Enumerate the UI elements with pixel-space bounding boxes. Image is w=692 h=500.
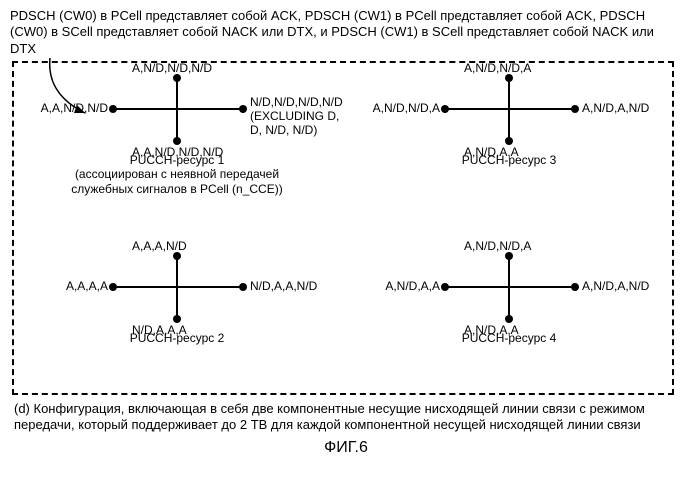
- constellation-pucch2: A,A,A,N/D N/D,A,A,A A,A,A,A N/D,A,A,N/D …: [22, 245, 332, 345]
- axis-v: [508, 77, 510, 141]
- axis-v: [176, 77, 178, 141]
- label-bottom: A,N/D,A,A: [464, 323, 519, 337]
- point-left: [109, 283, 117, 291]
- dashed-container: A,N/D,N/D,N/D A,A,N/D,N/D,N/D A,A,N/D,N/…: [12, 61, 674, 395]
- point-top: [173, 74, 181, 82]
- point-left: [441, 283, 449, 291]
- label-right: N/D,A,A,N/D: [250, 279, 317, 293]
- constellation-diagram: A,A,A,N/D N/D,A,A,A A,A,A,A N/D,A,A,N/D: [22, 245, 332, 329]
- label-bottom: A,N/D,A,A: [464, 145, 519, 159]
- label-right: A,N/D,A,N/D: [582, 101, 649, 115]
- header-text: PDSCH (CW0) в PCell представляет собой A…: [10, 8, 682, 57]
- figure-label: ФИГ.6: [10, 439, 682, 457]
- label-top: A,N/D,N/D,N/D: [132, 61, 212, 75]
- resource-sublabel: PUCCH-ресурс 1 (ассоциирован с неявной п…: [22, 153, 332, 196]
- point-top: [173, 252, 181, 260]
- constellation-diagram: A,N/D,N/D,A A,N/D,A,A A,N/D,N/D,A A,N/D,…: [354, 67, 664, 151]
- point-right: [239, 283, 247, 291]
- point-left: [441, 105, 449, 113]
- label-bottom: A,A,N/D,N/D,N/D: [132, 145, 223, 159]
- axis-v: [176, 255, 178, 319]
- constellation-pucch1: A,N/D,N/D,N/D A,A,N/D,N/D,N/D A,A,N/D,N/…: [22, 67, 332, 196]
- constellation-diagram: A,N/D,N/D,N/D A,A,N/D,N/D,N/D A,A,N/D,N/…: [22, 67, 332, 151]
- label-left: A,N/D,N/D,A: [352, 101, 440, 115]
- label-right: A,N/D,A,N/D: [582, 279, 649, 293]
- constellation-pucch3: A,N/D,N/D,A A,N/D,A,A A,N/D,N/D,A A,N/D,…: [354, 67, 664, 167]
- label-right: N/D,N/D,N/D,N/D (EXCLUDING D, D, N/D, N/…: [250, 95, 343, 137]
- label-top: A,N/D,N/D,A: [464, 239, 531, 253]
- constellation-pucch4: A,N/D,N/D,A A,N/D,A,A A,N/D,A,A A,N/D,A,…: [354, 245, 664, 345]
- point-bottom: [505, 315, 513, 323]
- axis-v: [508, 255, 510, 319]
- point-bottom: [173, 315, 181, 323]
- point-bottom: [173, 137, 181, 145]
- label-top: A,A,A,N/D: [132, 239, 187, 253]
- point-right: [571, 105, 579, 113]
- point-right: [571, 283, 579, 291]
- page-root: PDSCH (CW0) в PCell представляет собой A…: [0, 0, 692, 500]
- label-bottom: N/D,A,A,A: [132, 323, 187, 337]
- label-top: A,N/D,N/D,A: [464, 61, 531, 75]
- point-left: [109, 105, 117, 113]
- label-left: A,A,A,A: [20, 279, 108, 293]
- point-right: [239, 105, 247, 113]
- point-bottom: [505, 137, 513, 145]
- label-left: A,N/D,A,A: [352, 279, 440, 293]
- caption-text: (d) Конфигурация, включающая в себя две …: [14, 401, 682, 434]
- constellation-diagram: A,N/D,N/D,A A,N/D,A,A A,N/D,A,A A,N/D,A,…: [354, 245, 664, 329]
- point-top: [505, 252, 513, 260]
- point-top: [505, 74, 513, 82]
- label-left: A,A,N/D,N/D: [20, 101, 108, 115]
